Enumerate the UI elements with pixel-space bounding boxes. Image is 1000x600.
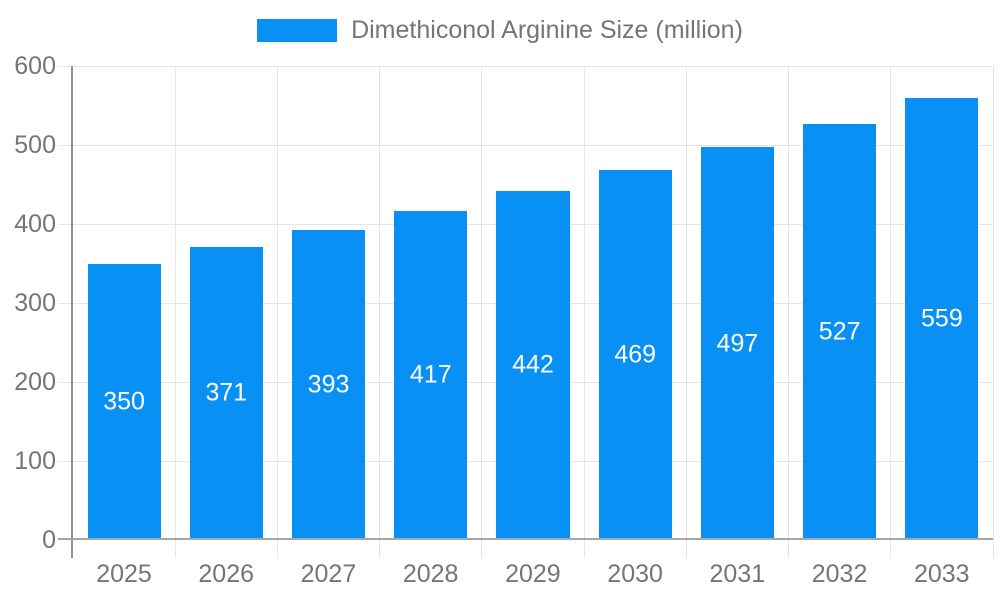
x-axis-tick-label: 2031 — [709, 560, 766, 588]
x-axis-tick-label: 2027 — [300, 560, 357, 588]
gridline-x-boundary — [685, 66, 687, 558]
bar-2025[interactable]: 350 — [87, 263, 161, 540]
bar-value-label: 393 — [307, 370, 350, 399]
x-axis-tick-label: 2026 — [198, 560, 255, 588]
plot-area: 350 371 393 417 442 469 497 527 559 — [58, 65, 994, 558]
legend[interactable]: Dimethiconol Arginine Size (million) — [0, 16, 1000, 45]
y-axis-tick-label: 0 — [42, 526, 56, 554]
bar-2030[interactable]: 469 — [598, 169, 672, 540]
bar-2029[interactable]: 442 — [496, 190, 570, 540]
gridline-x-boundary — [583, 66, 585, 558]
y-axis-tick-label: 300 — [14, 289, 56, 317]
y-axis-tick-label: 600 — [14, 52, 56, 80]
bar-value-label: 442 — [512, 350, 554, 379]
bar-2026[interactable]: 371 — [189, 246, 263, 540]
x-axis-tick-label: 2025 — [96, 560, 152, 588]
y-axis-tick-label: 200 — [14, 368, 56, 396]
bar-value-label: 469 — [614, 340, 657, 369]
gridline-x-boundary — [276, 66, 278, 558]
bar-2031[interactable]: 497 — [700, 147, 774, 540]
x-axis-tick-label: 2028 — [402, 560, 459, 588]
legend-label: Dimethiconol Arginine Size (million) — [351, 16, 743, 44]
y-axis-tick-label: 500 — [14, 131, 56, 159]
y-axis-tick-label: 100 — [14, 447, 56, 475]
x-axis-line — [58, 538, 993, 540]
gridline-y-500 — [58, 144, 993, 146]
x-axis-tick-label: 2033 — [913, 560, 970, 588]
gridline-x-boundary — [481, 66, 483, 558]
bar-value-label: 527 — [818, 317, 861, 346]
bar-value-label: 350 — [103, 387, 145, 416]
bar-2032[interactable]: 527 — [803, 123, 877, 540]
bar-2027[interactable]: 393 — [292, 229, 366, 540]
y-axis-tick-label: 400 — [14, 210, 56, 238]
gridline-y-600 — [58, 65, 993, 67]
bar-value-label: 559 — [921, 304, 963, 333]
x-axis-tick-label: 2029 — [505, 560, 561, 588]
gridline-x-boundary — [379, 66, 381, 558]
bar-2028[interactable]: 417 — [394, 210, 468, 540]
gridline-x-boundary — [890, 66, 892, 558]
bar-value-label: 497 — [716, 329, 759, 358]
bar-2033[interactable]: 559 — [905, 98, 979, 540]
bar-value-label: 371 — [205, 378, 248, 407]
gridline-x-boundary — [992, 66, 994, 558]
gridline-x-boundary — [174, 66, 176, 558]
bar-value-label: 417 — [409, 360, 452, 389]
x-axis-tick-label: 2030 — [607, 560, 663, 588]
y-axis-line — [71, 66, 73, 558]
gridline-x-boundary — [788, 66, 790, 558]
legend-swatch-icon — [257, 19, 338, 42]
x-axis-tick-label: 2032 — [811, 560, 868, 588]
